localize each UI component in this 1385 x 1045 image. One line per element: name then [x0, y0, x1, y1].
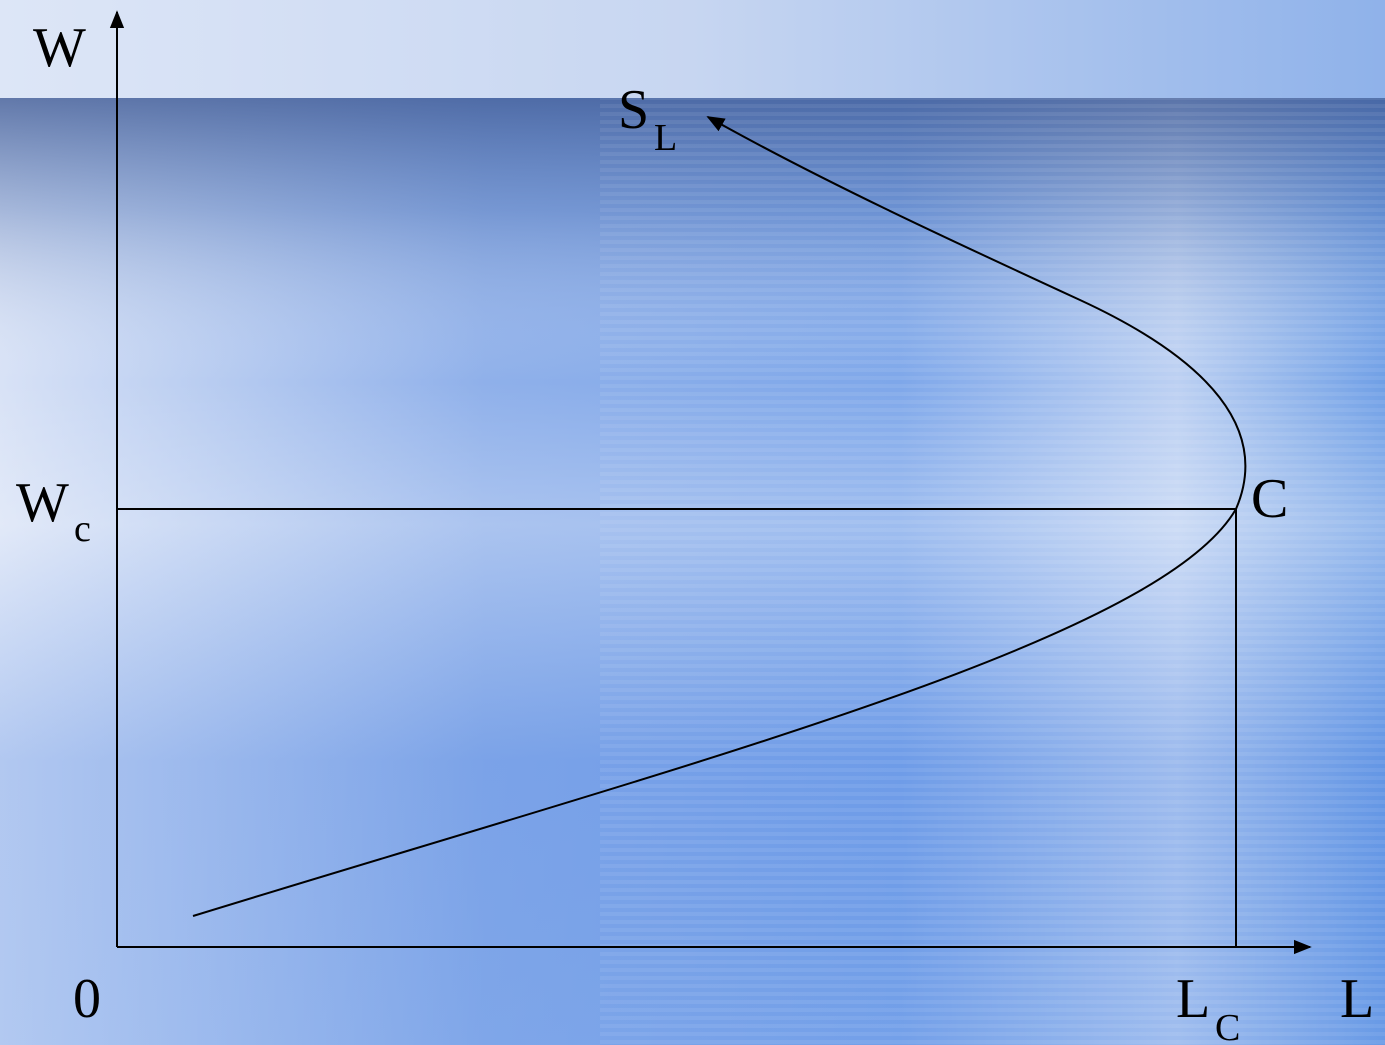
- lc-label: L: [1176, 968, 1210, 1030]
- origin-label: 0: [73, 968, 101, 1030]
- supply-curve: [192, 116, 1247, 917]
- curve-label-subscript: L: [654, 117, 677, 159]
- x-axis-label: L: [1340, 968, 1374, 1030]
- wc-label-subscript: c: [74, 508, 91, 550]
- y-axis-label: W: [33, 17, 86, 79]
- curve-label: S: [618, 79, 649, 141]
- lc-label-subscript: C: [1215, 1007, 1240, 1045]
- point-c-label: C: [1251, 468, 1288, 530]
- wc-label: W: [16, 472, 69, 534]
